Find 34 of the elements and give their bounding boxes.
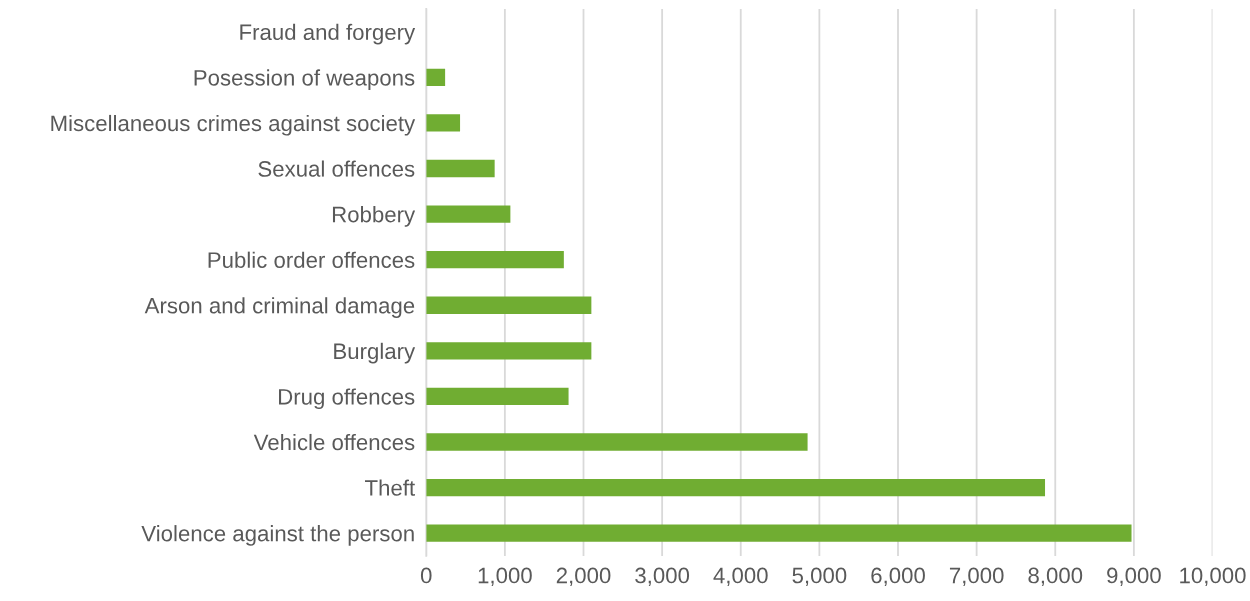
bar: [426, 159, 495, 178]
x-tick-label: 2,000: [556, 567, 611, 586]
bar: [426, 114, 461, 132]
x-tick-label: 5,000: [792, 567, 847, 586]
bar: [426, 478, 1046, 497]
bar: [426, 296, 592, 314]
y-tick-label: Sexual offences: [258, 160, 415, 177]
x-tick-label: 8,000: [1028, 567, 1083, 586]
x-tick-label: 6,000: [871, 567, 925, 586]
y-tick-label: Violence against the person: [141, 525, 414, 546]
y-tick-label: Miscellaneous crimes against society: [51, 114, 416, 136]
x-tick-label: 4,000: [713, 567, 768, 586]
x-tick-label: 3,000: [635, 567, 690, 586]
bar: [426, 251, 564, 269]
x-tick-label: 9,000: [1107, 567, 1161, 586]
bar: [426, 205, 511, 223]
y-tick-label: Arson and criminal damage: [144, 297, 415, 318]
bar: [426, 433, 808, 451]
y-tick-label: Theft: [365, 479, 415, 496]
y-tick-label: Public order offences: [208, 251, 415, 268]
bar: [426, 387, 569, 406]
y-tick-label: Fraud and forgery: [240, 23, 416, 45]
x-tick-label: 10,000: [1180, 567, 1246, 586]
x-tick-label: 0: [420, 567, 432, 584]
y-tick-label: Robbery: [332, 206, 416, 227]
bar: [426, 524, 1132, 542]
bar: [426, 68, 446, 87]
bar: [426, 342, 592, 360]
x-tick-label: 7,000: [949, 567, 1004, 586]
y-tick-label: Posession of weapons: [194, 69, 415, 91]
y-tick-label: Vehicle offences: [253, 433, 415, 451]
y-tick-label: Burglary: [334, 342, 416, 364]
x-tick-label: 1,000: [478, 567, 532, 586]
y-tick-label: Drug offences: [279, 388, 415, 410]
